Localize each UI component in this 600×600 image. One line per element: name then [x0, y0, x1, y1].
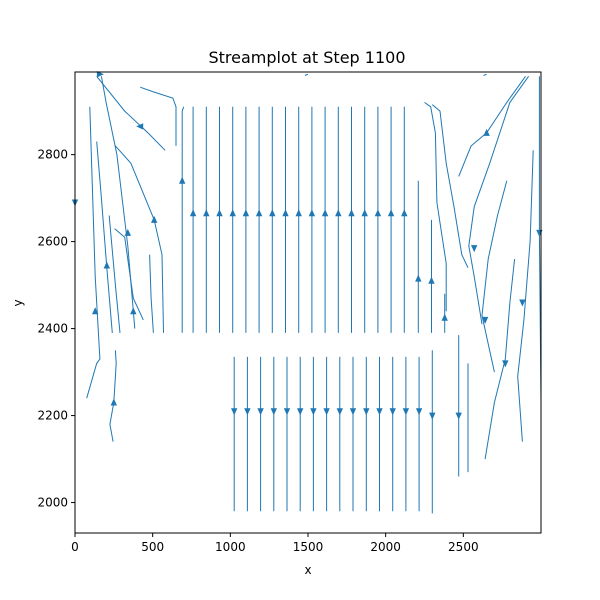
y-tick-label: 2400 — [37, 322, 68, 336]
streamline-4-arrow-1 — [216, 209, 223, 217]
x-tick-label: 2000 — [370, 540, 401, 554]
streamline-51 — [424, 101, 447, 312]
streamline-23-arrow-1 — [244, 408, 251, 416]
streamline-14-arrow-1 — [348, 209, 355, 217]
streamline-42 — [96, 141, 113, 333]
streamline-10-arrow-1 — [295, 209, 302, 217]
streamline-35-arrow-1 — [402, 408, 410, 416]
streamline-50-arrow-1 — [483, 128, 490, 136]
streamline-18-arrow-1 — [401, 209, 408, 217]
streamline-29-arrow-1 — [323, 408, 330, 416]
streamline-21-arrow-1 — [441, 313, 448, 321]
streamline-45 — [114, 228, 144, 321]
streamline-46-arrow-1 — [150, 215, 158, 223]
streamline-15-arrow-1 — [361, 209, 368, 217]
streamline-38-arrow-1 — [455, 412, 462, 420]
streamline-55 — [484, 258, 516, 460]
streamline-55-arrow-1 — [502, 360, 509, 368]
streamline-30-arrow-1 — [336, 408, 343, 416]
streamline-22-arrow-1 — [230, 408, 238, 416]
streamline-5-arrow-1 — [229, 209, 236, 217]
streamline-7-arrow-1 — [255, 209, 263, 217]
streamline-43 — [108, 215, 121, 333]
chart-title: Streamplot at Step 1100 — [208, 48, 405, 67]
streamline-56-arrow-1 — [519, 299, 526, 307]
streamline-42-arrow-1 — [103, 261, 111, 269]
x-tick-label: 2500 — [448, 540, 479, 554]
streamline-17-arrow-1 — [387, 209, 395, 217]
y-tick-label: 2000 — [37, 496, 68, 510]
streamline-19-arrow-1 — [415, 274, 422, 282]
y-tick-label: 2800 — [37, 148, 68, 162]
streamline-47 — [149, 254, 154, 333]
streamline-16-arrow-1 — [374, 209, 382, 217]
streamline-1 — [181, 106, 185, 333]
streamline-31-arrow-1 — [349, 408, 357, 416]
streamline-28-arrow-1 — [310, 408, 317, 416]
streamline-61 — [483, 73, 487, 76]
x-tick-label: 500 — [141, 540, 164, 554]
streamline-59-arrow-1 — [96, 71, 104, 78]
y-axis-label: y — [11, 299, 25, 306]
streamline-12-arrow-1 — [321, 209, 329, 217]
streamline-20-arrow-1 — [428, 276, 435, 284]
streamline-60 — [304, 73, 309, 76]
streamline-48 — [96, 75, 166, 151]
streamline-40-arrow-1 — [91, 307, 99, 315]
x-tick-label: 1000 — [215, 540, 246, 554]
streamline-54-arrow-1 — [481, 316, 489, 324]
streamline-33-arrow-1 — [376, 408, 383, 416]
streamline-49 — [140, 86, 177, 146]
streamline-52 — [431, 104, 469, 268]
y-axis: 2000 2200 2400 2600 2800 — [37, 148, 75, 510]
streamline-8-arrow-1 — [269, 209, 276, 217]
streamline-36-arrow-1 — [415, 408, 423, 416]
x-tick-label: 1500 — [293, 540, 324, 554]
x-axis-label: x — [304, 563, 311, 577]
streamline-9-arrow-1 — [282, 209, 289, 217]
streamline-1-arrow-1 — [178, 176, 186, 184]
streamline-27-arrow-1 — [297, 408, 304, 416]
streamline-45-arrow-1 — [130, 307, 137, 315]
streamline-40 — [86, 106, 101, 399]
y-tick-label: 2200 — [37, 409, 68, 423]
streamline-24-arrow-1 — [257, 408, 264, 416]
streamline-26-arrow-1 — [283, 408, 291, 416]
streamline-56 — [517, 150, 534, 442]
plot-area — [71, 71, 543, 514]
streamline-25-arrow-1 — [270, 408, 277, 416]
y-tick-label: 2600 — [37, 235, 68, 249]
streamline-37-arrow-1 — [429, 412, 436, 420]
x-axis: 0 500 1000 1500 2000 2500 — [71, 533, 479, 554]
streamline-2-arrow-1 — [189, 209, 197, 217]
streamline-11-arrow-1 — [308, 209, 316, 217]
x-tick-label: 0 — [71, 540, 79, 554]
streamline-6-arrow-1 — [242, 209, 250, 217]
streamline-54 — [481, 180, 508, 373]
streamline-34-arrow-1 — [389, 408, 396, 416]
streamline-44-arrow-1 — [124, 228, 132, 236]
streamline-3-arrow-1 — [203, 209, 210, 217]
streamline-32-arrow-1 — [363, 408, 370, 416]
streamline-53-arrow-1 — [471, 245, 478, 253]
streamline-13-arrow-1 — [335, 209, 342, 217]
streamline-41-arrow-1 — [110, 398, 118, 406]
streamline-53 — [468, 76, 530, 325]
streamline-48-arrow-1 — [136, 123, 144, 130]
